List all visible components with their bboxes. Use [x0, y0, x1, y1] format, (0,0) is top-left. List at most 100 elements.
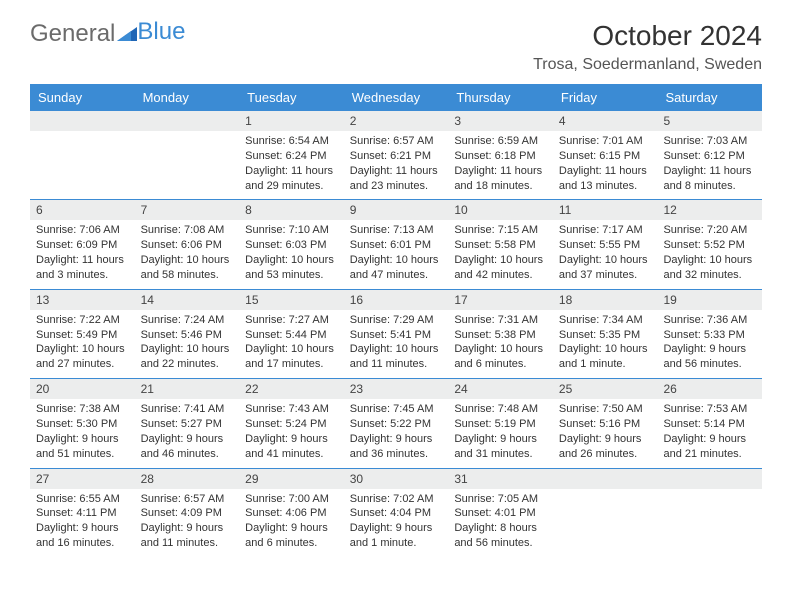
daylight-text: Daylight: 10 hours and 47 minutes. [350, 253, 443, 283]
day-data: Sunrise: 7:24 AMSunset: 5:46 PMDaylight:… [135, 310, 240, 378]
day-number: 27 [30, 469, 135, 489]
sunrise-text: Sunrise: 7:50 AM [559, 402, 652, 417]
daylight-text: Daylight: 9 hours and 46 minutes. [141, 432, 234, 462]
day-number: 19 [657, 290, 762, 310]
sunset-text: Sunset: 6:21 PM [350, 149, 443, 164]
day-cell-num: 7 [135, 200, 240, 220]
week-data-row: Sunrise: 7:38 AMSunset: 5:30 PMDaylight:… [30, 399, 762, 467]
logo-triangle-icon [117, 20, 137, 48]
sunrise-text: Sunrise: 7:31 AM [454, 313, 547, 328]
day-cell-num: 29 [239, 469, 344, 489]
sunset-text: Sunset: 6:12 PM [663, 149, 756, 164]
daylight-text: Daylight: 9 hours and 21 minutes. [663, 432, 756, 462]
sunrise-text: Sunrise: 7:15 AM [454, 223, 547, 238]
sunrise-text: Sunrise: 7:03 AM [663, 134, 756, 149]
day-data: Sunrise: 6:54 AMSunset: 6:24 PMDaylight:… [239, 131, 344, 199]
day-cell-data: Sunrise: 7:05 AMSunset: 4:01 PMDaylight:… [448, 489, 553, 557]
sunset-text: Sunset: 5:30 PM [36, 417, 129, 432]
daylight-text: Daylight: 10 hours and 37 minutes. [559, 253, 652, 283]
day-cell-data [135, 131, 240, 199]
day-number: 11 [553, 200, 658, 220]
sunset-text: Sunset: 6:06 PM [141, 238, 234, 253]
sunset-text: Sunset: 4:11 PM [36, 506, 129, 521]
sunset-text: Sunset: 5:27 PM [141, 417, 234, 432]
day-cell-num [30, 111, 135, 131]
calendar-page: General Blue October 2024 Trosa, Soederm… [0, 0, 792, 577]
day-cell-data: Sunrise: 7:43 AMSunset: 5:24 PMDaylight:… [239, 399, 344, 467]
day-number: 2 [344, 111, 449, 131]
day-cell-num: 2 [344, 111, 449, 131]
day-data [657, 489, 762, 547]
day-data: Sunrise: 6:59 AMSunset: 6:18 PMDaylight:… [448, 131, 553, 199]
sunrise-text: Sunrise: 7:02 AM [350, 492, 443, 507]
day-cell-data [657, 489, 762, 557]
day-data: Sunrise: 7:43 AMSunset: 5:24 PMDaylight:… [239, 399, 344, 467]
day-cell-num: 18 [553, 290, 658, 310]
day-cell-num: 28 [135, 469, 240, 489]
day-cell-num: 1 [239, 111, 344, 131]
day-number [657, 469, 762, 475]
sunset-text: Sunset: 5:49 PM [36, 328, 129, 343]
day-cell-num: 12 [657, 200, 762, 220]
sunrise-text: Sunrise: 7:08 AM [141, 223, 234, 238]
day-cell-data: Sunrise: 7:06 AMSunset: 6:09 PMDaylight:… [30, 220, 135, 288]
sunrise-text: Sunrise: 7:36 AM [663, 313, 756, 328]
sunset-text: Sunset: 4:04 PM [350, 506, 443, 521]
day-data: Sunrise: 7:22 AMSunset: 5:49 PMDaylight:… [30, 310, 135, 378]
day-cell-data: Sunrise: 7:53 AMSunset: 5:14 PMDaylight:… [657, 399, 762, 467]
day-number: 20 [30, 379, 135, 399]
day-number: 9 [344, 200, 449, 220]
daylight-text: Daylight: 9 hours and 51 minutes. [36, 432, 129, 462]
page-header: General Blue October 2024 Trosa, Soederm… [30, 20, 762, 74]
daylight-text: Daylight: 9 hours and 6 minutes. [245, 521, 338, 551]
sunset-text: Sunset: 5:44 PM [245, 328, 338, 343]
day-cell-num [135, 111, 240, 131]
day-cell-data: Sunrise: 6:57 AMSunset: 6:21 PMDaylight:… [344, 131, 449, 199]
daylight-text: Daylight: 11 hours and 18 minutes. [454, 164, 547, 194]
day-data: Sunrise: 6:57 AMSunset: 4:09 PMDaylight:… [135, 489, 240, 557]
daylight-text: Daylight: 11 hours and 13 minutes. [559, 164, 652, 194]
day-cell-data: Sunrise: 7:29 AMSunset: 5:41 PMDaylight:… [344, 310, 449, 378]
day-cell-num [657, 469, 762, 489]
day-cell-num: 25 [553, 379, 658, 399]
day-cell-num: 17 [448, 290, 553, 310]
sunset-text: Sunset: 5:38 PM [454, 328, 547, 343]
logo-text-general: General [30, 20, 115, 48]
day-cell-data: Sunrise: 7:17 AMSunset: 5:55 PMDaylight:… [553, 220, 658, 288]
sunrise-text: Sunrise: 6:57 AM [141, 492, 234, 507]
day-cell-num: 14 [135, 290, 240, 310]
day-cell-data: Sunrise: 7:48 AMSunset: 5:19 PMDaylight:… [448, 399, 553, 467]
day-cell-num: 20 [30, 379, 135, 399]
day-data: Sunrise: 7:08 AMSunset: 6:06 PMDaylight:… [135, 220, 240, 288]
day-cell-num: 5 [657, 111, 762, 131]
daylight-text: Daylight: 10 hours and 53 minutes. [245, 253, 338, 283]
sunrise-text: Sunrise: 6:57 AM [350, 134, 443, 149]
day-cell-num: 27 [30, 469, 135, 489]
day-cell-num: 22 [239, 379, 344, 399]
logo: General Blue [30, 20, 185, 48]
day-data [553, 489, 658, 547]
day-cell-num: 10 [448, 200, 553, 220]
sunset-text: Sunset: 6:18 PM [454, 149, 547, 164]
sunrise-text: Sunrise: 7:00 AM [245, 492, 338, 507]
sunset-text: Sunset: 5:41 PM [350, 328, 443, 343]
day-cell-data: Sunrise: 7:20 AMSunset: 5:52 PMDaylight:… [657, 220, 762, 288]
sunrise-text: Sunrise: 6:54 AM [245, 134, 338, 149]
sunset-text: Sunset: 5:16 PM [559, 417, 652, 432]
day-data: Sunrise: 7:02 AMSunset: 4:04 PMDaylight:… [344, 489, 449, 557]
sunrise-text: Sunrise: 7:10 AM [245, 223, 338, 238]
daylight-text: Daylight: 10 hours and 1 minute. [559, 342, 652, 372]
sunset-text: Sunset: 6:01 PM [350, 238, 443, 253]
dayhead-sunday: Sunday [30, 84, 135, 111]
day-cell-num: 15 [239, 290, 344, 310]
sunrise-text: Sunrise: 7:27 AM [245, 313, 338, 328]
daylight-text: Daylight: 10 hours and 58 minutes. [141, 253, 234, 283]
day-cell-data: Sunrise: 7:22 AMSunset: 5:49 PMDaylight:… [30, 310, 135, 378]
sunset-text: Sunset: 5:14 PM [663, 417, 756, 432]
sunset-text: Sunset: 5:19 PM [454, 417, 547, 432]
week-daynum-row: 13141516171819 [30, 289, 762, 310]
day-cell-data: Sunrise: 7:45 AMSunset: 5:22 PMDaylight:… [344, 399, 449, 467]
daylight-text: Daylight: 10 hours and 42 minutes. [454, 253, 547, 283]
sunset-text: Sunset: 6:09 PM [36, 238, 129, 253]
day-cell-data: Sunrise: 6:57 AMSunset: 4:09 PMDaylight:… [135, 489, 240, 557]
